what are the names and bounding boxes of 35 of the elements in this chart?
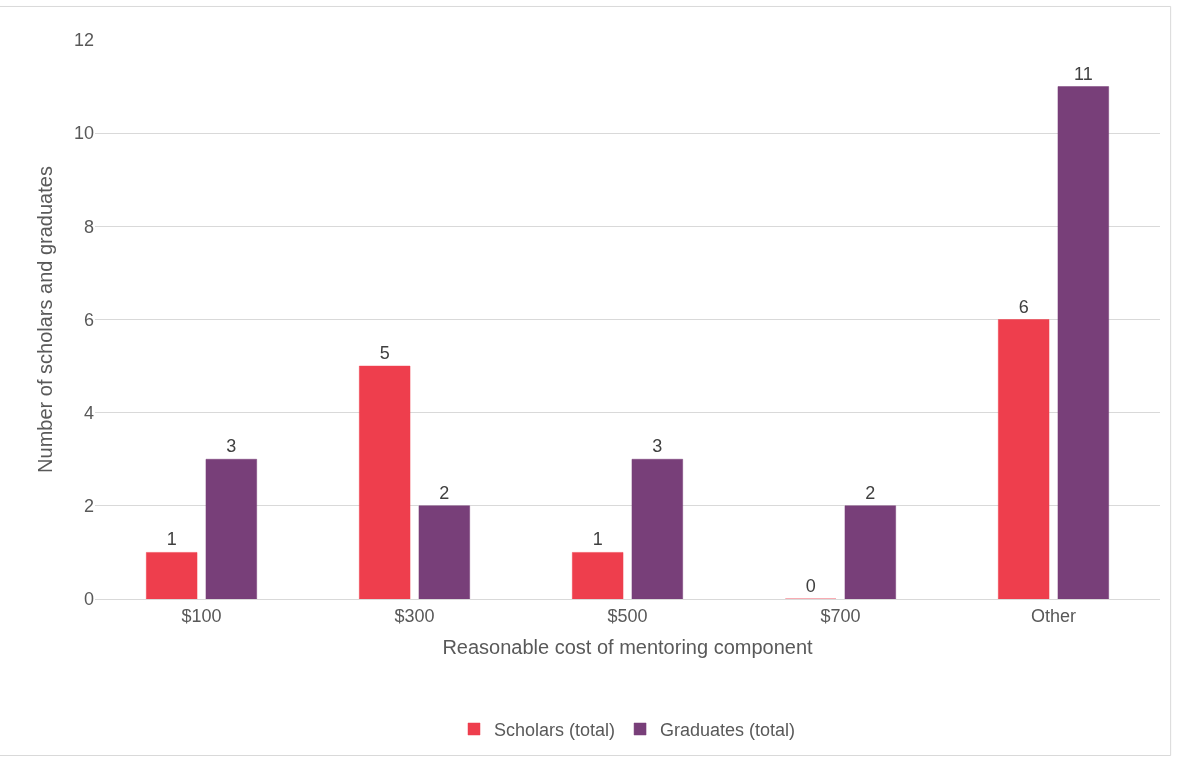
data-label: 5	[379, 343, 390, 364]
data-label: 2	[439, 482, 450, 503]
bar	[631, 459, 683, 599]
y-axis-title: Number of scholars and graduates	[34, 166, 57, 473]
legend-label: Graduates (total)	[660, 720, 796, 741]
bar	[998, 319, 1050, 599]
y-tick-label: 2	[83, 496, 94, 517]
y-tick-label: 6	[83, 309, 94, 330]
data-label: 0	[805, 576, 816, 596]
y-tick-label: 4	[83, 402, 94, 423]
data-label: 1	[592, 529, 603, 550]
bar	[844, 505, 896, 599]
x-tick-label: $700	[820, 605, 861, 626]
x-tick-label: $500	[607, 605, 648, 626]
data-label: 2	[865, 482, 876, 503]
bar	[572, 552, 624, 599]
bar	[146, 552, 198, 599]
y-tick-label: 0	[83, 589, 94, 610]
y-tick-label: 10	[73, 123, 94, 144]
y-tick-label: 8	[83, 216, 94, 237]
data-label: 3	[226, 436, 237, 457]
bar	[418, 505, 470, 599]
bar	[205, 459, 257, 599]
x-tick-label: Other	[1030, 605, 1077, 626]
bar	[359, 365, 411, 599]
data-label: 3	[652, 436, 663, 457]
x-tick-label: $100	[181, 605, 222, 626]
legend-label: Scholars (total)	[494, 720, 616, 741]
x-tick-label: $300	[394, 605, 435, 626]
data-label: 6	[1018, 296, 1029, 317]
data-label: 1	[166, 529, 177, 550]
data-label: 11	[1073, 63, 1093, 84]
bar	[1057, 86, 1109, 599]
y-tick-label: 12	[73, 30, 94, 51]
x-axis-title: Reasonable cost of mentoring component	[442, 636, 814, 659]
